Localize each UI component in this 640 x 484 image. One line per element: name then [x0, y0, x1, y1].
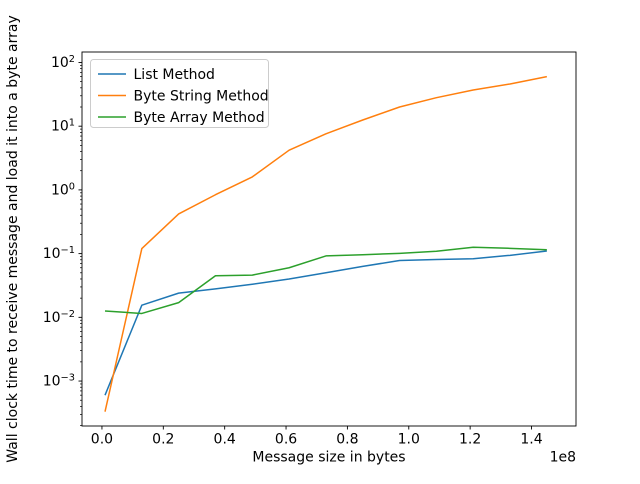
plot-area: 0.0 0.2 0.4 0.6 0.8 1.0 1.2 1.4 10−3 10−2 10−1 100 1… [43, 51, 577, 448]
x-tick-label: 0.8 [336, 432, 358, 448]
series-line-byte-string-method [104, 75, 547, 412]
x-tick-label: 0.0 [91, 432, 113, 448]
legend-box [90, 59, 269, 128]
x-tick-label: 1.2 [459, 432, 481, 448]
y-tick-label: 100 [51, 181, 75, 198]
y-tick-label: 101 [51, 118, 75, 135]
y-tick-label: 10−2 [43, 309, 75, 326]
x-tick-label: 0.4 [214, 432, 236, 448]
y-tick-label: 102 [51, 54, 75, 71]
x-axis-label: Message size in bytes [252, 450, 405, 466]
x-axis-offset-label: 1e8 [550, 450, 576, 466]
y-axis-label: Wall clock time to receive message and l… [5, 15, 21, 462]
x-tick-label: 1.0 [398, 432, 420, 448]
x-tick-label: 0.6 [275, 432, 297, 448]
legend-label: Byte String Method [134, 89, 269, 105]
x-tick-label: 0.2 [152, 432, 174, 448]
y-tick-label: 10−1 [43, 245, 75, 262]
axes-spines [81, 51, 577, 427]
x-tick-label: 1.4 [520, 432, 542, 448]
legend-label: Byte Array Method [134, 110, 265, 126]
legend-label: List Method [134, 67, 215, 83]
y-tick-label: 10−3 [43, 373, 75, 390]
series-line-byte-array-method [104, 246, 547, 315]
series-line-list-method [104, 250, 547, 396]
